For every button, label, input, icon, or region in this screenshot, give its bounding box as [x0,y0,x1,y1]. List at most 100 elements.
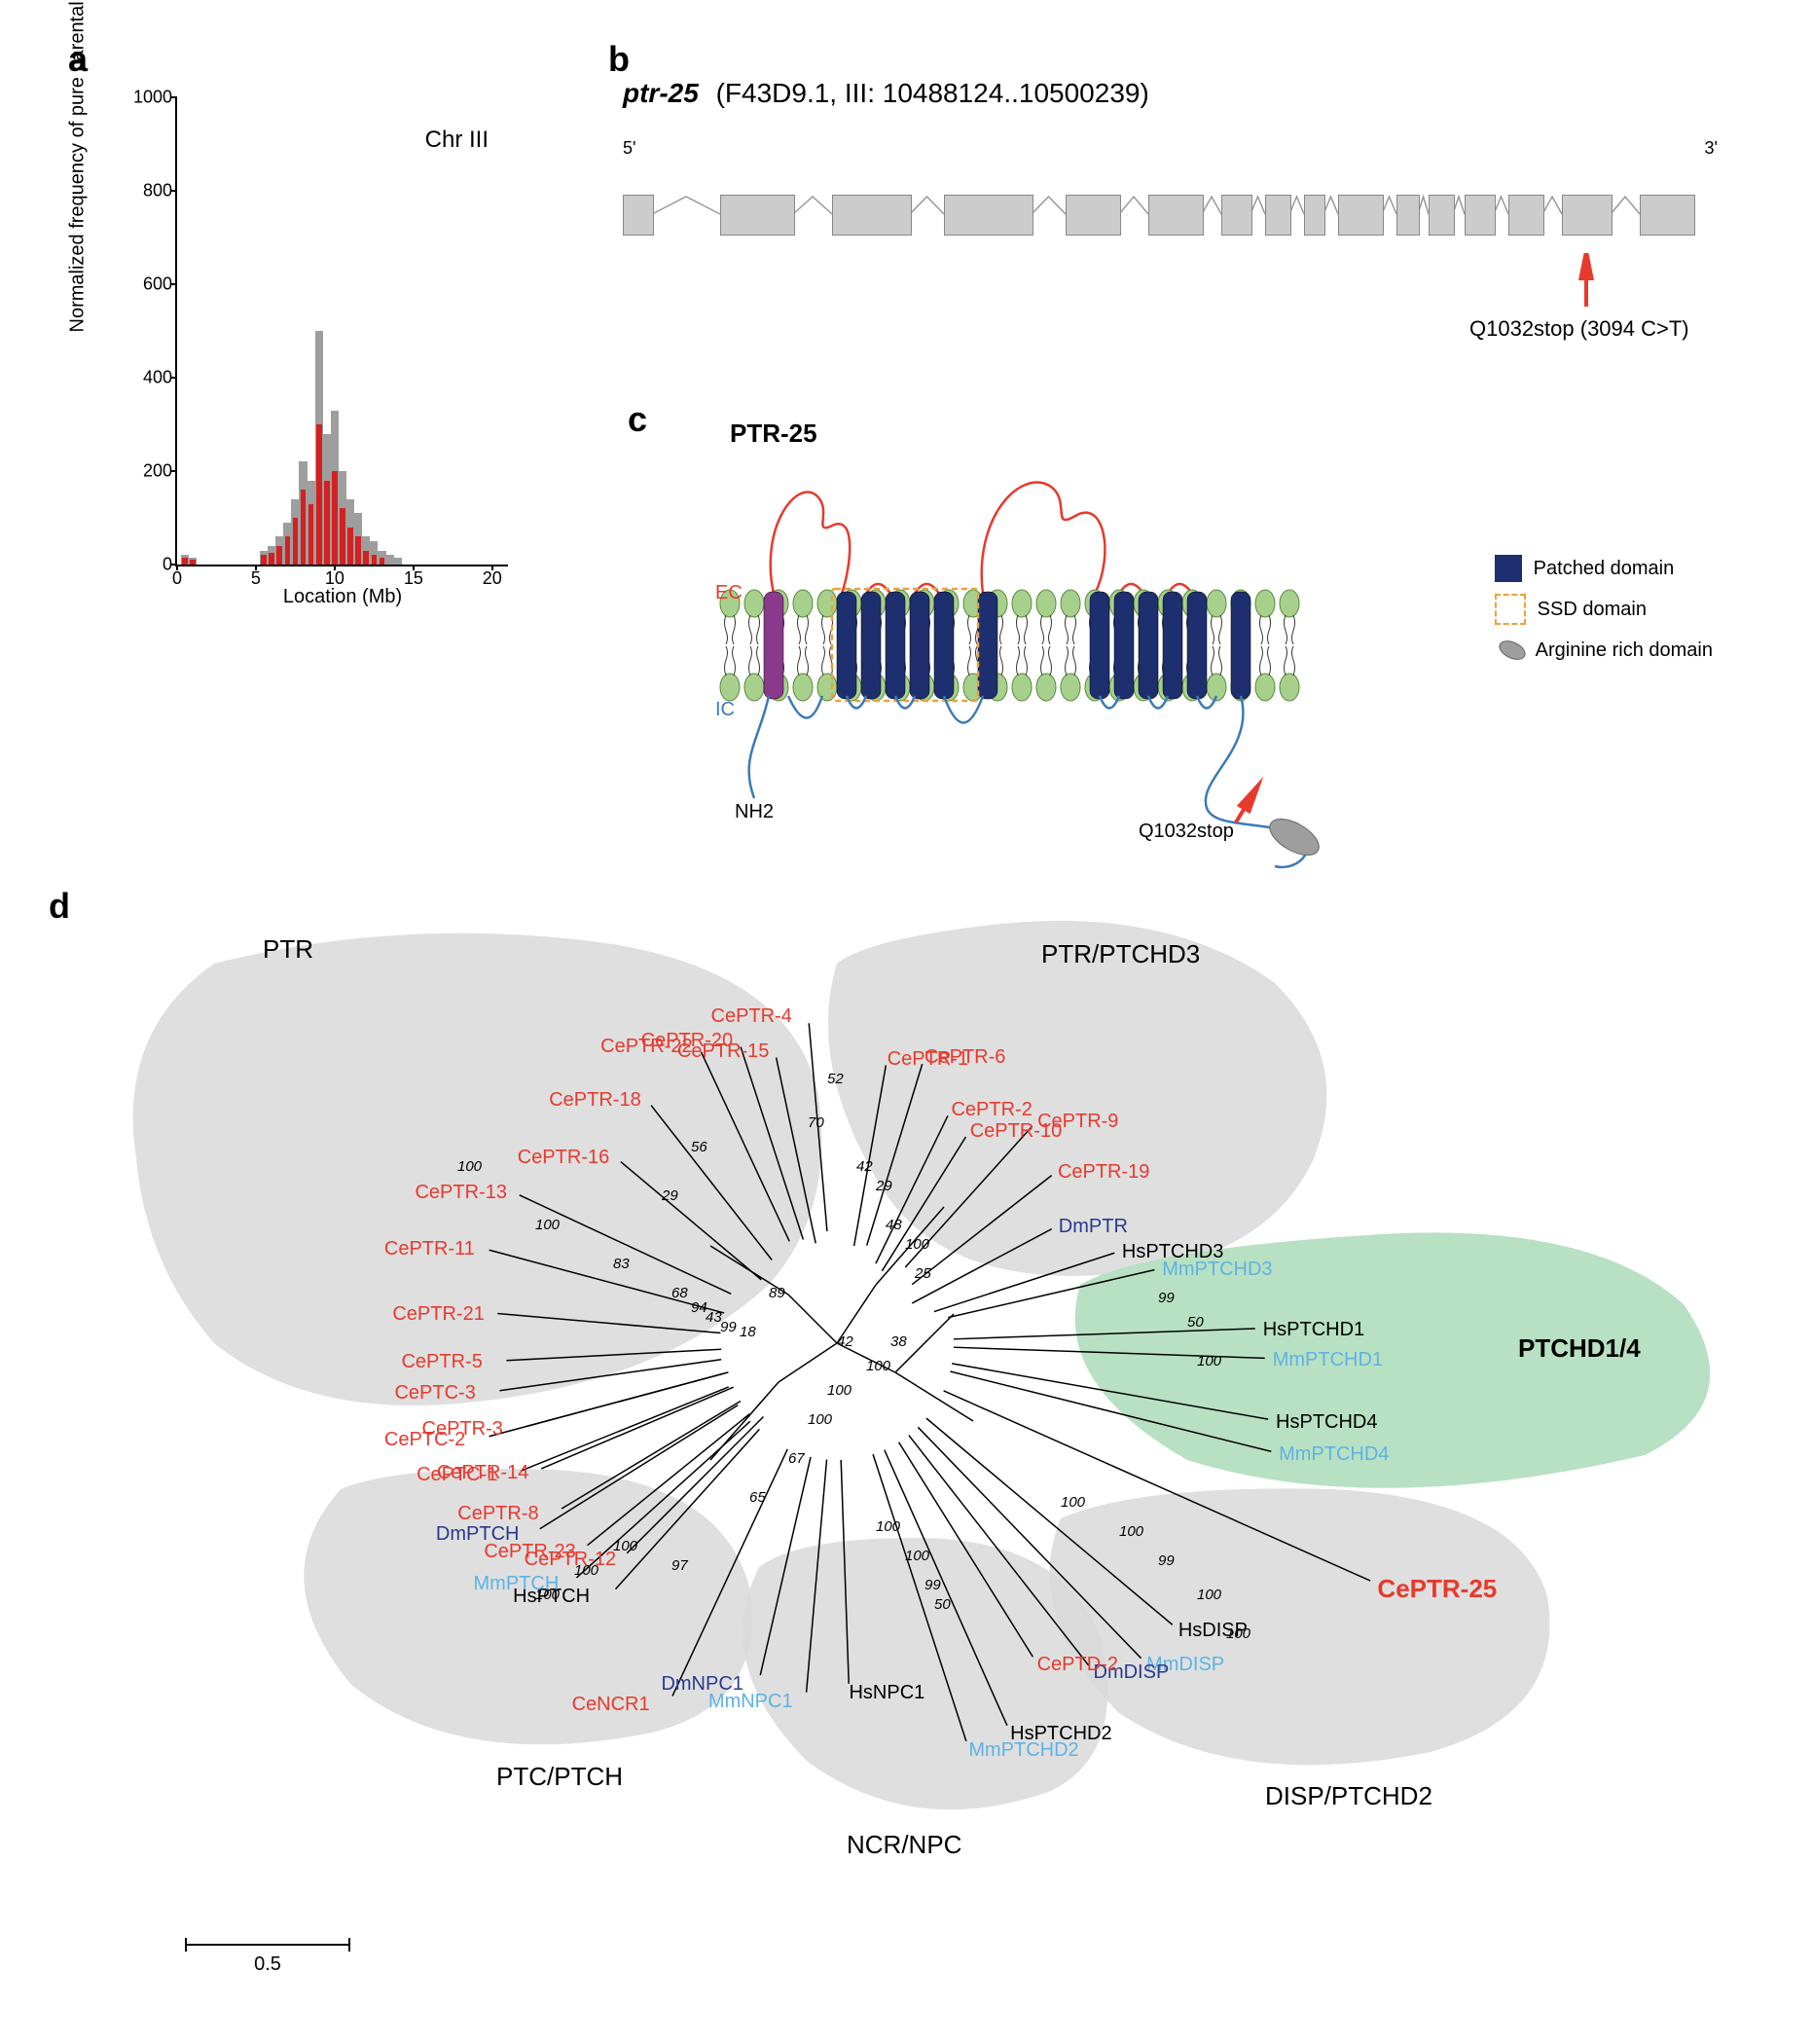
bootstrap-value: 25 [915,1265,931,1282]
exon [1265,195,1291,236]
leaf-MmPTCHD1: MmPTCHD1 [1273,1349,1383,1371]
legend-arg-text: Arginine rich domain [1536,639,1713,662]
bootstrap-value: 100 [535,1217,560,1233]
panel-b-label: b [608,39,630,80]
membrane-diagram: EC IC NH2 Q1032stop [662,448,1382,876]
bar-grey [386,555,394,565]
exon [832,195,912,236]
bar-red [190,560,196,565]
scale-bar: 0.5 [185,1944,350,1976]
ytick: 200 [128,461,172,482]
leaf-DmPTCH: DmPTCH [436,1523,520,1546]
chart-a-axes: Chr III Location (Mb) 020040060080010000… [175,97,508,566]
bootstrap-value: 56 [691,1139,707,1155]
bar-red [324,481,330,565]
gene-track [623,165,1693,263]
ic-label: IC [715,699,735,720]
three-prime-label: 3' [1705,138,1718,159]
bootstrap-value: 38 [890,1333,907,1350]
leaf-CePTD-2: CePTD-2 [1037,1654,1118,1676]
leaf-CePTR-18: CePTR-18 [549,1089,640,1112]
chart-a-xlabel: Location (Mb) [283,586,402,608]
mutation-arrow-icon [1567,253,1606,311]
bar-red [355,536,361,565]
leaf-CeNCR1: CeNCR1 [572,1694,650,1716]
bootstrap-value: 100 [535,1587,560,1603]
exon [1221,195,1252,236]
xtick: 5 [251,568,261,589]
xtick: 15 [404,568,423,589]
bootstrap-value: 65 [749,1489,766,1506]
bar-red [285,536,291,565]
bootstrap-value: 89 [769,1285,785,1301]
bootstrap-value: 100 [905,1548,929,1564]
exon [944,195,1033,236]
exon [1304,195,1325,236]
bootstrap-value: 100 [1119,1523,1143,1540]
legend-ssd: SSD domain [1495,594,1713,625]
bar-red [340,508,345,565]
bootstrap-value: 42 [856,1158,873,1175]
panel-a-histogram: Normalized frequency of pure parental al… [97,78,525,603]
bootstrap-value: 29 [876,1178,892,1194]
legend-ssd-text: SSD domain [1538,599,1647,621]
legend-arg: Arginine rich domain [1495,637,1713,664]
bootstrap-value: 48 [886,1217,902,1233]
panel-c-protein: PTR-25 [662,409,1713,876]
group-ptr: PTR [263,934,313,965]
panel-d-label: d [49,886,70,927]
bootstrap-value: 100 [905,1236,929,1253]
exon [1562,195,1613,236]
bar-red [308,504,314,565]
panel-c-legend: Patched domain SSD domain Arginine rich … [1495,555,1713,675]
exon [1148,195,1204,236]
leaf-MmPTCHD4: MmPTCHD4 [1279,1443,1389,1466]
ytick: 400 [128,368,172,388]
leaf-CePTR-19: CePTR-19 [1058,1161,1149,1184]
leaf-CePTR-4: CePTR-4 [711,1005,792,1028]
leaf-CePTC-1: CePTC-1 [417,1464,497,1486]
leaf-CePTR-9: CePTR-9 [1037,1111,1118,1133]
exon [623,195,654,236]
gene-title: ptr-25 (F43D9.1, III: 10488124..10500239… [623,78,1149,109]
phylo-tree-svg [68,915,1742,1986]
exon [1465,195,1496,236]
bar-red [372,555,378,565]
leaf-CePTR-5: CePTR-5 [401,1351,482,1373]
leaf-CePTR-13: CePTR-13 [415,1182,506,1204]
bar-red [276,546,282,565]
group-ptc-ptch: PTC/PTCH [496,1762,623,1792]
leaf-DmNPC1: DmNPC1 [661,1673,743,1696]
bootstrap-value: 52 [827,1071,844,1087]
xtick: 20 [483,568,502,589]
bar-grey [394,558,402,565]
exon [1640,195,1695,236]
leaf-HsPTCHD4: HsPTCHD4 [1276,1411,1377,1434]
panel-d-tree: PTR PTR/PTCHD3 PTCHD1/4 DISP/PTCHD2 NCR/… [68,915,1742,1986]
xtick: 0 [172,568,182,589]
leaf-CePTR-21: CePTR-21 [392,1303,484,1326]
scale-value: 0.5 [185,1953,350,1976]
bootstrap-value: 83 [613,1256,630,1272]
bootstrap-value: 100 [1197,1587,1221,1603]
bootstrap-value: 99 [924,1577,941,1593]
leaf-CePTR-8: CePTR-8 [457,1503,538,1525]
leaf-CePTR-16: CePTR-16 [518,1147,609,1169]
figure-container: a b c d Normalized frequency of pure par… [39,39,1773,2005]
exon [1429,195,1455,236]
bootstrap-value: 100 [1061,1494,1085,1511]
bootstrap-value: 100 [457,1158,482,1175]
bar-red [347,528,353,565]
bar-red [261,555,267,565]
bar-red [182,558,188,565]
ytick: 0 [128,555,172,575]
bootstrap-value: 100 [1226,1625,1250,1642]
bar-red [301,490,307,565]
ytick: 600 [128,274,172,295]
nh2-label: NH2 [735,801,774,822]
bootstrap-value: 99 [720,1319,737,1335]
q1032stop-label: Q1032stop [1139,821,1234,842]
five-prime-label: 5' [623,138,635,159]
bootstrap-value: 100 [876,1518,900,1535]
bootstrap-value: 100 [613,1538,637,1554]
